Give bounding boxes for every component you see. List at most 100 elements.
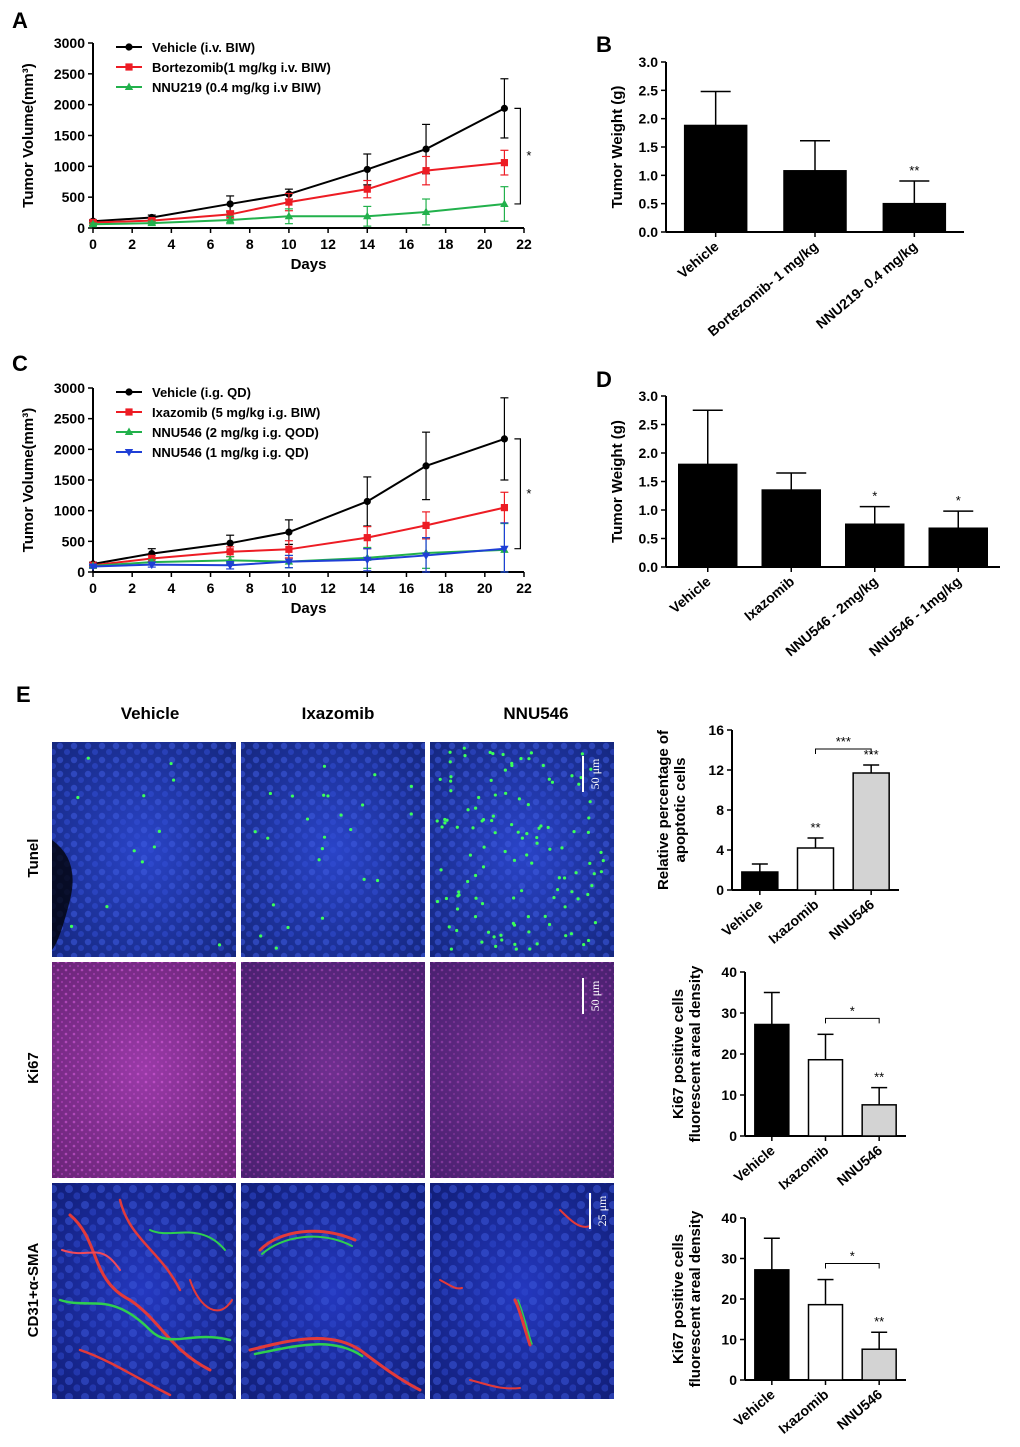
tunel-dot bbox=[481, 865, 486, 869]
tunel-dot bbox=[455, 928, 459, 933]
x-tick-label: 18 bbox=[438, 580, 454, 596]
y-tick-label: 2.0 bbox=[639, 111, 659, 127]
legend-label: NNU219 (0.4 mg/kg i.v BIW) bbox=[152, 80, 321, 95]
tunel-dot bbox=[473, 915, 478, 919]
comparison-bracket bbox=[815, 748, 872, 754]
tunel-dot bbox=[491, 751, 495, 756]
legend-marker bbox=[124, 449, 134, 457]
comparison-bracket bbox=[825, 1017, 880, 1024]
tunel-dot bbox=[152, 845, 156, 849]
y-axis-label: Tumor Weight (g) bbox=[609, 420, 626, 543]
significance-bracket bbox=[514, 438, 522, 550]
tunel-dot bbox=[326, 794, 330, 798]
legend-marker bbox=[124, 427, 134, 435]
tunel-dot bbox=[457, 890, 461, 894]
x-tick-label: 10 bbox=[281, 580, 297, 596]
y-tick-label: 40 bbox=[721, 1210, 737, 1226]
tunel-dot bbox=[435, 899, 440, 904]
comparison-label: * bbox=[850, 1003, 855, 1018]
y-tick-label: 0.5 bbox=[639, 531, 659, 547]
bar-significance: * bbox=[956, 493, 961, 508]
legend-marker bbox=[124, 82, 134, 90]
y-tick-label: 0 bbox=[77, 220, 85, 236]
tunel-dot bbox=[491, 814, 495, 818]
data-point bbox=[225, 562, 235, 570]
x-tick-label: 8 bbox=[246, 580, 254, 596]
tunel-dot bbox=[514, 947, 518, 951]
panel-label-c: C bbox=[12, 351, 28, 376]
x-tick-label: 10 bbox=[281, 236, 297, 252]
tunel-dot bbox=[322, 835, 327, 839]
x-tick-label: 0 bbox=[89, 580, 97, 596]
data-point bbox=[147, 561, 156, 570]
bar bbox=[845, 523, 905, 568]
y-tick-label: 500 bbox=[62, 189, 86, 205]
tunel-dot bbox=[541, 763, 545, 768]
row-header-tunel: Tunel bbox=[25, 839, 42, 878]
tunel-dot bbox=[317, 858, 321, 862]
x-tick-label: 6 bbox=[207, 580, 215, 596]
legend-marker bbox=[125, 388, 133, 396]
y-axis-label: Tumor Volume(mm³) bbox=[20, 408, 37, 552]
tunel-dot bbox=[510, 822, 514, 827]
tunel-dot bbox=[526, 915, 530, 919]
tunel-dot bbox=[520, 836, 524, 840]
data-point bbox=[284, 211, 294, 220]
legend-label: NNU546 (1 mg/kg i.g. QD) bbox=[152, 445, 309, 460]
bar-significance: *** bbox=[864, 747, 879, 762]
y-tick-label: 30 bbox=[721, 1005, 737, 1021]
y-tick-label: 40 bbox=[721, 964, 737, 980]
x-tick-label: 12 bbox=[320, 236, 336, 252]
tunel-dot bbox=[444, 896, 449, 901]
tunel-dot bbox=[132, 849, 136, 853]
tunel-dot bbox=[577, 782, 581, 786]
data-point bbox=[422, 167, 430, 175]
x-tick-label: 16 bbox=[399, 580, 415, 596]
scale-bar-tunel: 50 μm bbox=[582, 756, 602, 792]
tunel-dot bbox=[457, 893, 461, 897]
tunel-dot bbox=[599, 870, 604, 874]
tunel-dot bbox=[586, 938, 591, 943]
tunel-dot bbox=[574, 871, 578, 875]
x-axis-label: Days bbox=[291, 256, 327, 273]
tunel-dot bbox=[560, 846, 564, 850]
tunel-dot bbox=[69, 924, 74, 929]
y-axis-label: Relative percentage of bbox=[655, 729, 672, 890]
bar bbox=[807, 1058, 844, 1137]
bar-significance: ** bbox=[874, 1314, 884, 1329]
tunel-dot bbox=[169, 761, 173, 766]
tunel-dot bbox=[471, 826, 475, 830]
legend-label: Bortezomib(1 mg/kg i.v. BIW) bbox=[152, 60, 331, 75]
y-tick-label: 2.5 bbox=[639, 417, 659, 433]
tunel-dot bbox=[546, 825, 550, 830]
scale-label-cd31: 25 μm bbox=[595, 1195, 609, 1226]
tunel-dot bbox=[547, 922, 552, 927]
data-point bbox=[226, 200, 234, 208]
category-label: Ixazomib bbox=[741, 573, 797, 624]
chart-b-tumor-weight: 0.0 0.5 1.0 1.5 2.0 2.5 3.0 Tumor Weight (g) Veh… bbox=[609, 54, 964, 339]
y-tick-label: 3.0 bbox=[639, 54, 659, 70]
tunel-dot bbox=[582, 942, 586, 947]
y-tick-label: 10 bbox=[721, 1332, 737, 1348]
data-point bbox=[226, 548, 234, 556]
significance-label: * bbox=[526, 486, 531, 501]
x-tick-label: 2 bbox=[128, 580, 136, 596]
bar-significance: ** bbox=[909, 163, 919, 178]
category-label: Vehicle bbox=[719, 896, 766, 939]
y-tick-label: 20 bbox=[721, 1291, 737, 1307]
x-tick-label: 12 bbox=[320, 580, 336, 596]
tunel-dot bbox=[530, 861, 534, 865]
tunel-dot bbox=[590, 884, 594, 888]
y-tick-label: 0 bbox=[729, 1128, 737, 1144]
y-tick-label: 1.5 bbox=[639, 139, 659, 155]
category-label: Vehicle bbox=[666, 573, 713, 616]
tunel-dot bbox=[375, 878, 380, 883]
row-header-ki67: Ki67 bbox=[25, 1052, 42, 1084]
scale-label-ki67: 50 μm bbox=[588, 980, 602, 1011]
data-point bbox=[500, 545, 509, 554]
tunel-dot bbox=[481, 817, 486, 822]
tunel-dot bbox=[271, 903, 276, 907]
data-point bbox=[363, 185, 371, 193]
tunel-dot bbox=[539, 824, 543, 828]
